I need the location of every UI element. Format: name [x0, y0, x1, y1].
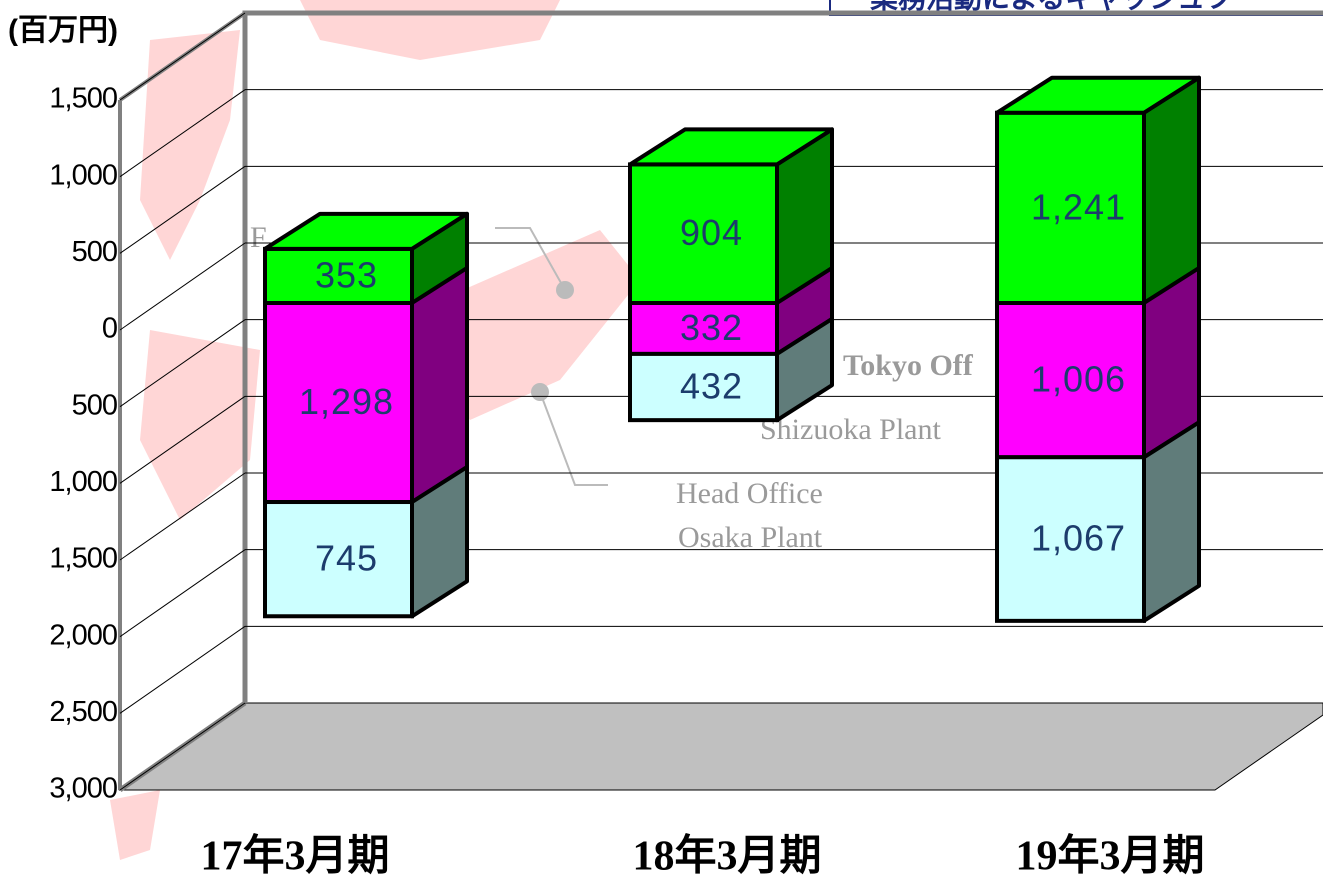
bar-side	[1142, 420, 1201, 623]
y-tick-label: 1,000	[49, 466, 117, 498]
annotation: Tokyo Off	[843, 349, 974, 382]
y-tick-label: 500	[72, 236, 117, 268]
data-label: 432	[680, 366, 743, 407]
annotation: Osaka Plant	[678, 521, 823, 554]
x-tick-label: 19年3月期	[1015, 833, 1204, 880]
floor	[118, 702, 1323, 791]
x-tick-label: 18年3月期	[632, 833, 821, 880]
bar	[263, 500, 414, 619]
y-tick-label: 1,500	[49, 83, 117, 115]
grid-line	[119, 319, 246, 408]
bar-side	[1142, 75, 1201, 305]
bar-top	[263, 211, 469, 251]
grid-line	[119, 89, 246, 178]
chart-title: 業務活動によるキャッシュフ	[870, 0, 1233, 13]
y-tick-label: 2,000	[49, 619, 117, 651]
bar-top	[995, 75, 1201, 115]
data-label: 353	[315, 254, 378, 295]
grid-line	[119, 165, 246, 254]
grid-line	[119, 242, 246, 331]
bar-top	[628, 127, 834, 167]
grid-line	[119, 472, 246, 561]
y-tick-label: 500	[72, 389, 117, 421]
bar	[995, 301, 1146, 460]
annotation: Head Office	[676, 477, 823, 510]
data-label: 745	[315, 538, 378, 579]
bar	[628, 351, 779, 423]
bar	[995, 110, 1146, 305]
y-axis-label: (百万円)	[8, 14, 118, 47]
y-tick-label: 2,500	[49, 696, 117, 728]
grid-line	[119, 549, 246, 638]
leader-line	[495, 227, 566, 291]
grid-line	[119, 625, 246, 714]
map-dot	[556, 281, 574, 299]
y-tick-label: 1,500	[49, 543, 117, 575]
grid-line	[119, 702, 246, 791]
y-tick-label: 3,000	[49, 773, 117, 805]
leader-line	[539, 391, 608, 486]
data-label: 1,241	[1031, 186, 1126, 227]
data-label: 1,067	[1031, 518, 1126, 559]
data-label: 1,006	[1031, 359, 1126, 400]
bar	[628, 162, 779, 305]
x-tick-label: 17年3月期	[200, 833, 389, 880]
annotation: Shizuoka Plant	[760, 413, 941, 446]
grid-line	[119, 12, 246, 101]
y-tick-label: 1,000	[49, 159, 117, 191]
data-label: 1,298	[299, 381, 394, 422]
y-tick-label: 0	[102, 313, 117, 345]
bar-side	[410, 266, 469, 505]
data-label: 332	[680, 307, 743, 348]
annotation: F	[250, 221, 267, 254]
grid-line	[119, 395, 246, 484]
data-label: 904	[680, 212, 743, 253]
bar	[995, 455, 1146, 623]
